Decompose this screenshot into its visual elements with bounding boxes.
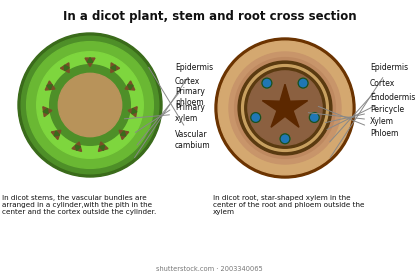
Text: In dicot stems, the vascular bundles are
arranged in a cylinder,with the pith in: In dicot stems, the vascular bundles are… (2, 195, 156, 215)
Circle shape (21, 36, 159, 174)
Circle shape (280, 134, 290, 144)
Circle shape (27, 42, 153, 168)
Polygon shape (43, 107, 52, 117)
Polygon shape (87, 58, 93, 62)
Polygon shape (98, 142, 108, 151)
Circle shape (50, 65, 130, 145)
Circle shape (245, 68, 325, 148)
Polygon shape (119, 130, 129, 139)
Circle shape (251, 113, 261, 122)
Circle shape (58, 73, 122, 137)
Circle shape (262, 78, 272, 88)
Text: Phloem: Phloem (318, 106, 398, 137)
Polygon shape (262, 84, 308, 127)
Text: Epidermis: Epidermis (134, 64, 213, 158)
Text: Cortex: Cortex (137, 78, 200, 145)
Polygon shape (47, 85, 52, 90)
Text: In a dicot plant, stem and root cross section: In a dicot plant, stem and root cross se… (63, 10, 356, 23)
Circle shape (37, 52, 143, 158)
Circle shape (229, 52, 341, 164)
Text: Pericycle: Pericycle (326, 104, 404, 123)
Text: Primary
xylem: Primary xylem (124, 103, 205, 123)
Circle shape (242, 65, 328, 151)
Polygon shape (72, 142, 82, 151)
Circle shape (298, 78, 308, 88)
Text: Epidermis: Epidermis (330, 64, 408, 158)
Circle shape (235, 58, 335, 158)
Circle shape (18, 33, 162, 177)
Circle shape (248, 71, 322, 145)
Polygon shape (54, 131, 59, 136)
Text: Endodermis: Endodermis (327, 92, 415, 130)
Text: Vascular
cambium: Vascular cambium (149, 67, 211, 150)
Polygon shape (128, 107, 137, 117)
Circle shape (298, 78, 308, 88)
Circle shape (309, 113, 319, 122)
Circle shape (238, 61, 332, 155)
Polygon shape (132, 108, 137, 114)
Polygon shape (45, 81, 55, 90)
Text: Cortex: Cortex (330, 78, 395, 142)
Circle shape (280, 134, 290, 144)
Polygon shape (85, 58, 95, 66)
Text: Primary
phloem: Primary phloem (135, 87, 205, 132)
Polygon shape (99, 145, 105, 150)
Polygon shape (75, 145, 80, 150)
Polygon shape (60, 63, 69, 73)
Polygon shape (43, 108, 48, 114)
Circle shape (215, 38, 355, 178)
Circle shape (251, 113, 261, 122)
Text: shutterstock.com · 2003340065: shutterstock.com · 2003340065 (156, 266, 263, 272)
Polygon shape (51, 130, 61, 139)
Polygon shape (111, 63, 119, 73)
Circle shape (218, 41, 352, 175)
Polygon shape (120, 131, 126, 136)
Polygon shape (125, 81, 135, 90)
Polygon shape (65, 65, 69, 71)
Text: Xylem: Xylem (308, 113, 394, 125)
Circle shape (262, 78, 272, 88)
Polygon shape (111, 65, 116, 71)
Circle shape (309, 113, 319, 122)
Text: In dicot root, star-shaped xylem in the
center of the root and phloem outside th: In dicot root, star-shaped xylem in the … (213, 195, 365, 215)
Polygon shape (128, 85, 133, 90)
